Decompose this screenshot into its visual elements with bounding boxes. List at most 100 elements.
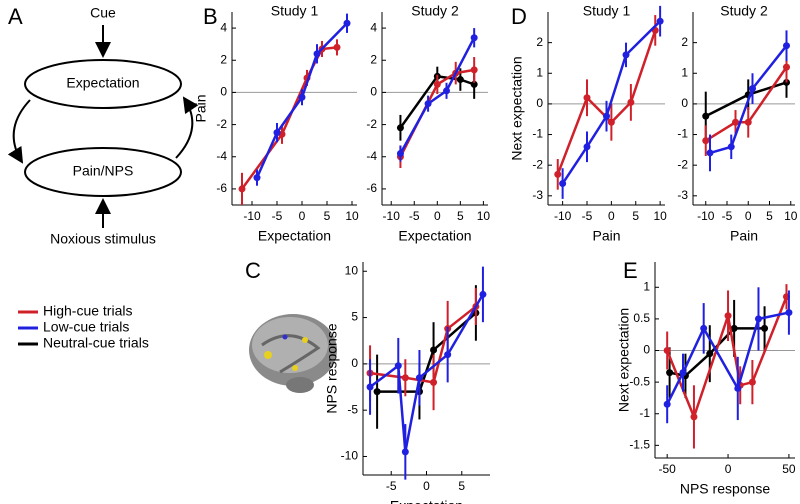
series-line — [666, 296, 788, 421]
x-tick-label: -10 — [243, 209, 261, 223]
point — [401, 448, 409, 456]
point — [430, 346, 438, 354]
point — [559, 180, 567, 188]
point — [583, 94, 591, 102]
series-line — [666, 311, 790, 405]
x-axis-label: Pain — [730, 228, 758, 244]
point — [732, 118, 739, 126]
plot: -6 -4 -2 0 2 4 -10 -5 0 5 10 Study 2 Expectation — [366, 3, 490, 244]
y-tick-label: -3 — [677, 188, 688, 202]
y-tick-label: 2 — [370, 52, 377, 66]
y-tick-label: 0 — [220, 85, 227, 99]
diagram-text: Expectation — [66, 75, 139, 91]
x-tick-label: -5 — [722, 209, 733, 223]
point — [607, 118, 615, 126]
y-tick-label: -2 — [532, 157, 543, 171]
panel-label: B — [203, 4, 218, 29]
brain-image — [249, 314, 337, 393]
point — [679, 369, 687, 377]
series-line — [709, 44, 788, 155]
point — [749, 85, 756, 93]
point — [663, 400, 671, 408]
y-tick-label: 4 — [370, 20, 377, 34]
x-axis-label: Pain — [592, 228, 620, 244]
arrow — [175, 96, 199, 159]
point — [470, 80, 478, 88]
point — [744, 118, 752, 126]
point — [430, 378, 438, 386]
x-tick-label: -50 — [659, 462, 677, 476]
x-tick-label: 0 — [608, 209, 615, 223]
diagram-text: Noxious stimulus — [50, 231, 156, 247]
y-tick-label: -2 — [216, 117, 227, 131]
point — [253, 174, 261, 182]
point — [366, 383, 374, 391]
point — [785, 309, 793, 317]
y-tick-label: 5 — [351, 310, 358, 324]
y-tick-label: 10 — [345, 263, 359, 277]
point — [470, 34, 478, 42]
x-tick-label: -10 — [554, 209, 572, 223]
point — [443, 87, 451, 95]
point — [724, 312, 732, 320]
x-tick-label: -5 — [409, 209, 420, 223]
point — [273, 129, 281, 137]
y-tick-label: 0 — [536, 96, 543, 110]
point — [373, 388, 381, 396]
point — [298, 93, 306, 101]
point — [690, 413, 698, 421]
point — [754, 315, 762, 323]
y-axis-label: Next expectation — [509, 56, 525, 160]
y-tick-label: -4 — [216, 149, 227, 163]
y-tick-label: 1 — [681, 65, 688, 79]
x-tick-label: -10 — [697, 209, 715, 223]
x-tick-label: 0 — [299, 209, 306, 223]
point — [554, 170, 562, 178]
series-line — [240, 46, 338, 190]
x-axis-label: Expectation — [390, 498, 463, 504]
point — [603, 112, 610, 120]
y-tick-label: -4 — [366, 149, 377, 163]
y-tick-label: 0.5 — [633, 311, 650, 325]
point — [433, 80, 441, 88]
series-line — [369, 293, 485, 453]
point — [583, 143, 591, 151]
y-tick-label: 1 — [643, 279, 650, 293]
point — [456, 76, 464, 84]
x-tick-label: 0 — [434, 209, 441, 223]
x-tick-label: 10 — [784, 209, 798, 223]
y-tick-label: -1 — [677, 127, 688, 141]
node — [24, 59, 182, 109]
plot: -6 -4 -2 0 2 4 -10 -5 0 5 10 Study 1 Expectation Pain — [193, 3, 359, 244]
y-tick-label: 2 — [220, 52, 227, 66]
point — [415, 374, 423, 382]
point — [663, 347, 671, 355]
node — [24, 147, 182, 197]
y-tick-label: -6 — [216, 181, 227, 195]
x-tick-label: -5 — [582, 209, 593, 223]
series-line — [705, 81, 787, 118]
arrow — [7, 99, 31, 164]
y-tick-label: -3 — [532, 188, 543, 202]
series-line — [705, 66, 788, 142]
point — [706, 149, 714, 157]
x-tick-label: 5 — [457, 209, 464, 223]
point — [656, 17, 664, 25]
x-tick-label: 5 — [632, 209, 639, 223]
legend-label: Neutral-cue trials — [43, 335, 149, 351]
x-axis-label: Expectation — [398, 228, 471, 244]
point — [730, 324, 738, 332]
x-tick-label: -5 — [272, 209, 283, 223]
diagram: Cue Expectation Pain/NPS Noxious stimulu… — [7, 5, 199, 247]
point — [333, 43, 341, 51]
legend-label: Low-cue trials — [43, 319, 129, 335]
series-line — [399, 37, 476, 155]
y-tick-label: -6 — [366, 181, 377, 195]
diagram-text: Pain/NPS — [73, 163, 134, 179]
x-tick-label: 10 — [477, 209, 491, 223]
point — [700, 324, 708, 332]
panel-label: D — [511, 4, 527, 29]
point — [783, 42, 790, 50]
